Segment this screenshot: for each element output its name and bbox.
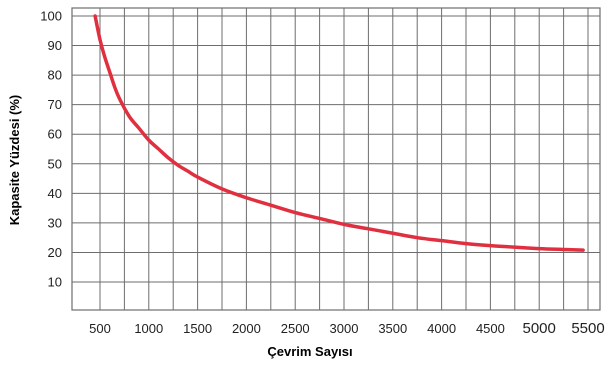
- y-tick-label: 20: [48, 245, 62, 260]
- y-tick-label: 30: [48, 215, 62, 230]
- x-axis-ticks: 500 1000 1500 2000 2500 3000 3500 4000 4500 5000 5…: [89, 320, 605, 337]
- x-tick-label: 500: [89, 321, 111, 336]
- grid: [72, 8, 600, 310]
- y-tick-label: 80: [48, 68, 62, 83]
- x-tick-label: 2000: [232, 321, 261, 336]
- y-tick-label: 50: [48, 156, 62, 171]
- x-tick-label: 4000: [427, 321, 456, 336]
- x-tick-label: 2500: [281, 321, 310, 336]
- y-axis-ticks: 100 90 80 70 60 50 40 30 20 10: [40, 9, 62, 290]
- series: [93, 14, 585, 252]
- x-tick-label: 1000: [134, 321, 163, 336]
- x-tick-label: 3000: [330, 321, 359, 336]
- y-tick-label: 100: [40, 9, 62, 24]
- x-tick-label: 3500: [378, 321, 407, 336]
- plot-frame: [71, 7, 601, 311]
- y-tick-label: 40: [48, 186, 62, 201]
- y-tick-label: 70: [48, 97, 62, 112]
- y-tick-label: 10: [48, 275, 62, 290]
- x-tick-label: 5500: [571, 320, 604, 337]
- capacity-series-line: [93, 14, 585, 252]
- y-tick-label: 90: [48, 38, 62, 53]
- y-tick-label: 60: [48, 127, 62, 142]
- y-axis-label: Kapasite Yüzdesi (%): [7, 95, 22, 226]
- x-tick-label: 4500: [476, 321, 505, 336]
- x-tick-label: 1500: [183, 321, 212, 336]
- x-tick-label: 5000: [523, 320, 556, 337]
- x-axis-label: Çevrim Sayısı: [267, 344, 352, 359]
